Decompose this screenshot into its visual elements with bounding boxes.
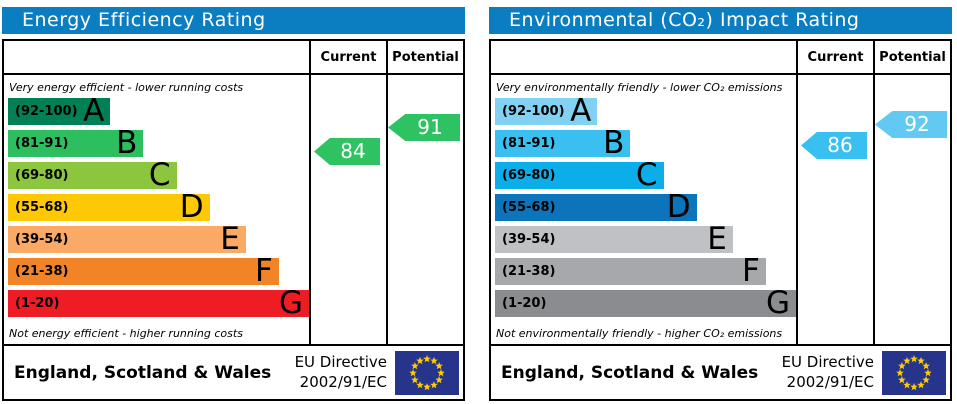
band-row-e: (39-54) E (495, 221, 733, 257)
eu-directive-text: EU Directive 2002/91/EC (295, 353, 387, 392)
panel-co2-impact: Environmental (CO₂) Impact Rating Curren… (489, 7, 952, 401)
band-letter: F (742, 253, 760, 289)
rating-body: Very environmentally friendly - lower CO… (491, 75, 950, 344)
current-column: 86 (796, 75, 873, 344)
band-range: (1-20) (15, 296, 60, 311)
eu-directive-line1: EU Directive (294, 353, 387, 371)
band-range: (69-80) (502, 168, 556, 183)
band-letter: G (765, 285, 790, 321)
footer: England, Scotland & Wales EU Directive 2… (4, 344, 463, 399)
column-header-row: Current Potential (491, 41, 950, 75)
footer-region: England, Scotland & Wales (501, 362, 759, 383)
bottom-caption: Not energy efficient - higher running co… (9, 327, 243, 340)
bands-area: Very environmentally friendly - lower CO… (491, 75, 796, 344)
band-letter: G (278, 285, 303, 321)
column-header-current: Current (796, 41, 873, 73)
band-range: (1-20) (502, 296, 547, 311)
band-range: (92-100) (15, 104, 78, 119)
band-list: (92-100) A (81-91) B (69-80) C (55-68) (491, 93, 796, 321)
potential-rating-arrow: 91 (388, 114, 460, 141)
band-row-e: (39-54) E (8, 221, 246, 257)
eu-flag-icon (395, 350, 459, 395)
potential-label: Potential (392, 50, 459, 65)
band-row-a: (92-100) A (8, 93, 111, 129)
current-label: Current (320, 50, 377, 65)
current-rating-arrow: 84 (314, 138, 380, 165)
column-header-potential: Potential (873, 41, 950, 73)
band-letter: A (83, 93, 105, 129)
eu-directive-line2: 2002/91/EC (299, 372, 387, 391)
column-header-current: Current (309, 41, 386, 73)
band-row-d: (55-68) D (495, 189, 697, 225)
potential-rating-arrow: 92 (875, 111, 947, 138)
co2-rating-table: Current Potential Very environmentally f… (489, 39, 952, 401)
potential-column: 92 (873, 75, 950, 344)
band-row-b: (81-91) B (495, 125, 631, 161)
band-range: (39-54) (502, 232, 556, 247)
band-row-c: (69-80) C (8, 157, 177, 193)
panel-title-co2: Environmental (CO₂) Impact Rating (489, 7, 952, 34)
band-letter: C (635, 157, 658, 193)
band-range: (21-38) (502, 264, 556, 279)
footer: England, Scotland & Wales EU Directive 2… (491, 344, 950, 399)
panel-title-energy: Energy Efficiency Rating (2, 7, 465, 34)
band-row-c: (69-80) C (495, 157, 664, 193)
top-caption: Very energy efficient - lower running co… (9, 81, 244, 94)
band-range: (69-80) (15, 168, 69, 183)
band-row-b: (81-91) B (8, 125, 144, 161)
footer-region: England, Scotland & Wales (14, 362, 272, 383)
band-row-f: (21-38) F (495, 253, 766, 289)
bands-area: Very energy efficient - lower running co… (4, 75, 309, 344)
current-column: 84 (309, 75, 386, 344)
band-letter: C (148, 157, 171, 193)
column-header-spacer (4, 41, 309, 73)
rating-body: Very energy efficient - lower running co… (4, 75, 463, 344)
band-letter: D (666, 189, 691, 225)
column-header-potential: Potential (386, 41, 463, 73)
energy-rating-table: Current Potential Very energy efficient … (2, 39, 465, 401)
band-letter: E (707, 221, 727, 257)
band-range: (81-91) (15, 136, 69, 151)
band-row-g: (1-20) G (495, 285, 796, 321)
band-list: (92-100) A (81-91) B (69-80) C (55-68) (4, 93, 309, 321)
band-row-d: (55-68) D (8, 189, 210, 225)
eu-flag-icon (882, 350, 946, 395)
panel-energy-efficiency: Energy Efficiency Rating Current Potenti… (2, 7, 465, 401)
potential-column: 91 (386, 75, 463, 344)
column-header-row: Current Potential (4, 41, 463, 75)
band-letter: B (116, 125, 138, 161)
band-letter: E (220, 221, 240, 257)
column-header-spacer (491, 41, 796, 73)
band-range: (55-68) (502, 200, 556, 215)
eu-directive-text: EU Directive 2002/91/EC (782, 353, 874, 392)
bottom-caption: Not environmentally friendly - higher CO… (496, 327, 783, 340)
band-row-a: (92-100) A (495, 93, 598, 129)
band-range: (21-38) (15, 264, 69, 279)
band-letter: A (570, 93, 592, 129)
band-range: (92-100) (502, 104, 565, 119)
band-range: (81-91) (502, 136, 556, 151)
eu-directive-line1: EU Directive (781, 353, 874, 371)
potential-label: Potential (879, 50, 946, 65)
current-label: Current (807, 50, 864, 65)
band-letter: F (255, 253, 273, 289)
band-range: (39-54) (15, 232, 69, 247)
top-caption: Very environmentally friendly - lower CO… (496, 81, 783, 94)
band-letter: D (179, 189, 204, 225)
band-row-f: (21-38) F (8, 253, 279, 289)
band-row-g: (1-20) G (8, 285, 309, 321)
current-rating-arrow: 86 (801, 132, 867, 159)
band-letter: B (603, 125, 625, 161)
band-range: (55-68) (15, 200, 69, 215)
eu-directive-line2: 2002/91/EC (786, 372, 874, 391)
